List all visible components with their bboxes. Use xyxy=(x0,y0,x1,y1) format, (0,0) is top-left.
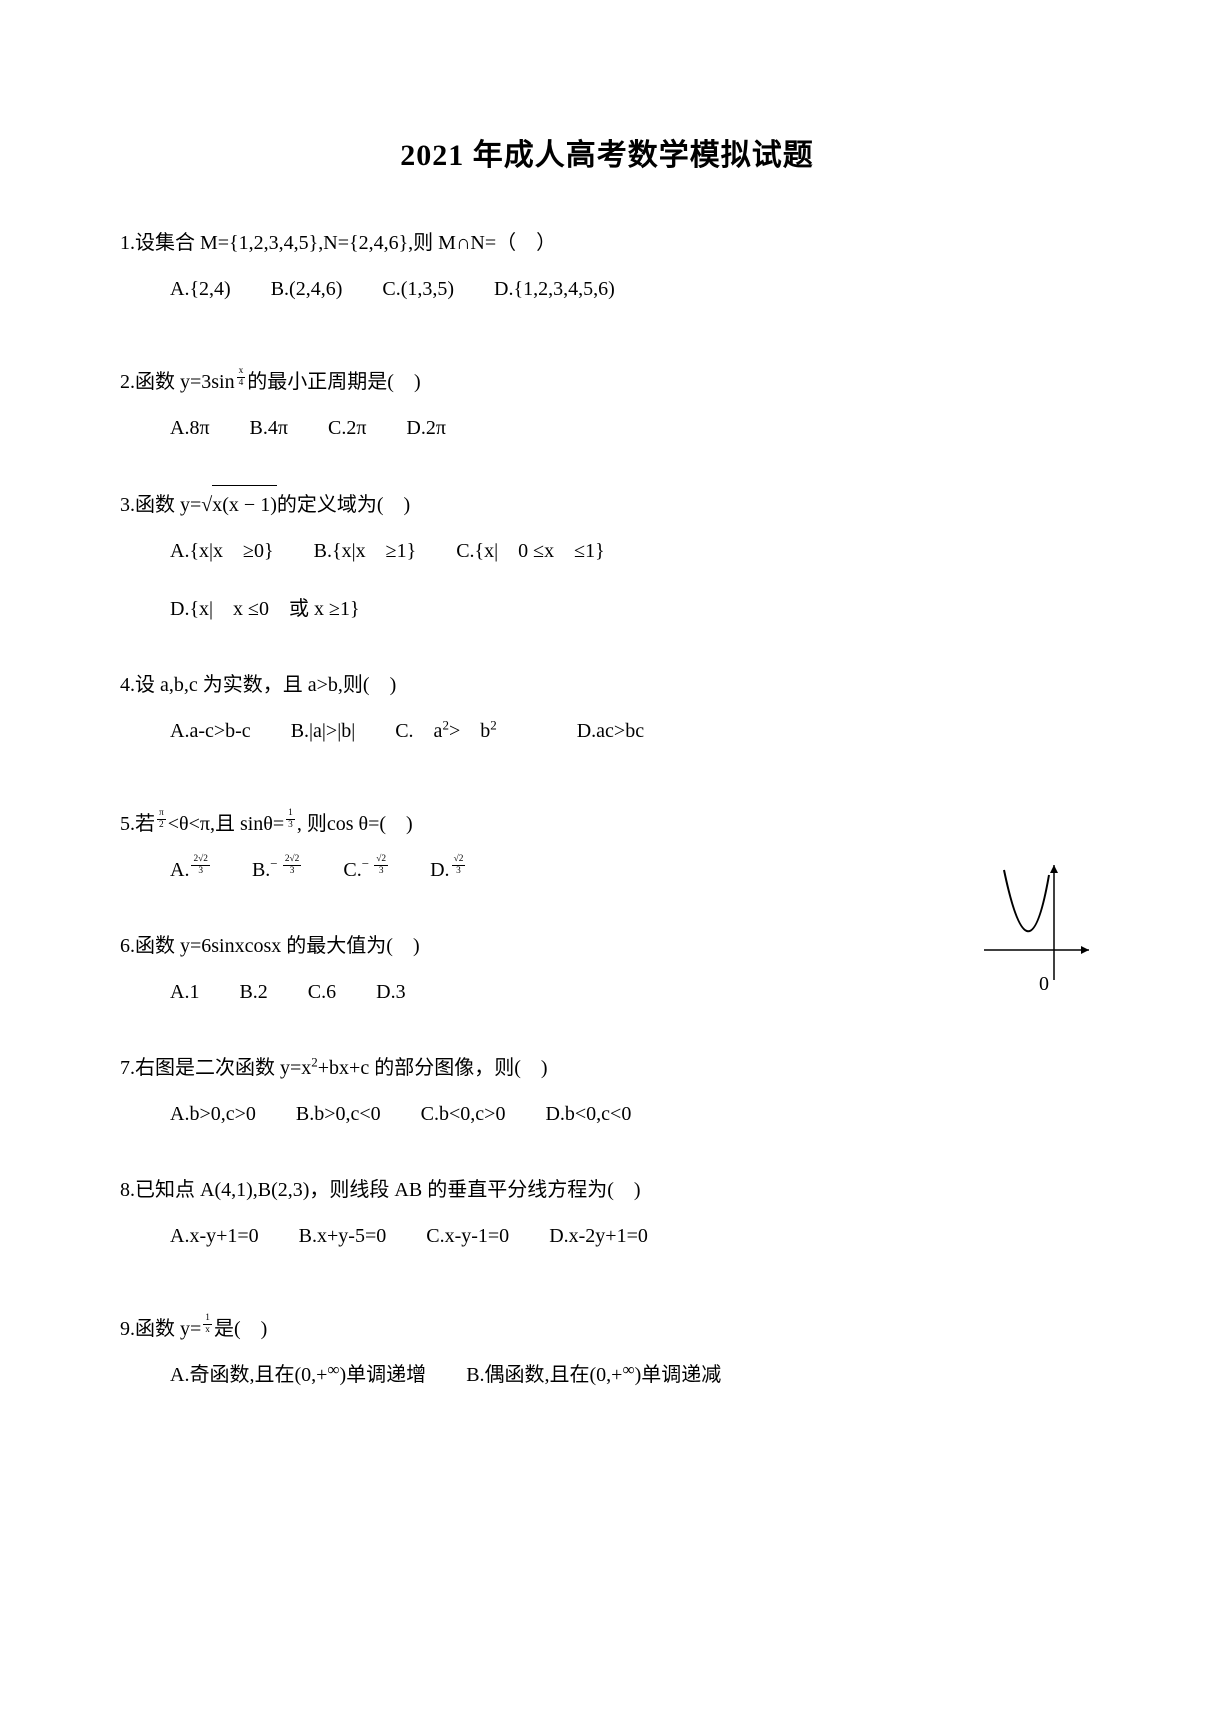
q2-frac-n: x xyxy=(237,367,246,378)
q4-options: A.a-c>b-c B.|a|>|b| C. a2> b2 D.ac>bc xyxy=(120,712,1094,750)
q4-opt-b: B.|a|>|b| xyxy=(291,712,356,750)
q7-stem: 7.右图是二次函数 y=x2+bx+c 的部分图像，则( ) xyxy=(120,1049,1094,1087)
q2-opt-d: D.2π xyxy=(406,409,446,447)
q5-opt-b: B.− 2√23 xyxy=(252,851,303,889)
q5-opt-a: A.2√23 xyxy=(170,851,212,889)
q7-opt-b: B.b>0,c<0 xyxy=(296,1095,381,1133)
q5-options: A.2√23 B.− 2√23 C.− √23 D.√23 xyxy=(120,851,1094,889)
q7-options: A.b>0,c>0 B.b>0,c<0 C.b<0,c>0 D.b<0,c<0 xyxy=(120,1095,1094,1133)
q4-stem: 4.设 a,b,c 为实数，且 a>b,则( ) xyxy=(120,666,1094,704)
question-6: 6.函数 y=6sinxcosx 的最大值为( ) A.1 B.2 C.6 D.… xyxy=(120,927,1094,1011)
q8-opt-b: B.x+y-5=0 xyxy=(299,1217,387,1255)
parabola-graph xyxy=(984,860,1094,980)
q5-pre: 5.若 xyxy=(120,813,155,835)
question-4: 4.设 a,b,c 为实数，且 a>b,则( ) A.a-c>b-c B.|a|… xyxy=(120,666,1094,750)
q3-opt-d: D.{x| x ≤0 或 x ≥1} xyxy=(170,590,360,628)
q9-post: 是( ) xyxy=(214,1318,267,1340)
q5-opt-d: D.√23 xyxy=(430,851,467,889)
q3-stem-pre: 3.函数 y= xyxy=(120,494,201,516)
q7-opt-a: A.b>0,c>0 xyxy=(170,1095,256,1133)
exam-page: 2021 年成人高考数学模拟试题 1.设集合 M={1,2,3,4,5},N={… xyxy=(0,0,1214,1719)
q4-opt-d: D.ac>bc xyxy=(577,712,644,750)
q9-stem: 9.函数 y=1x是( ) xyxy=(120,1310,1094,1348)
q1-stem: 1.设集合 M={1,2,3,4,5},N={2,4,6},则 M∩N=（ ） xyxy=(120,224,1094,262)
question-3: 3.函数 y= x(x − 1)的定义域为( ) A.{x|x ≥0} B.{x|… xyxy=(120,485,1094,628)
q8-options: A.x-y+1=0 B.x+y-5=0 C.x-y-1=0 D.x-2y+1=0 xyxy=(120,1217,1094,1255)
q7-pre: 7.右图是二次函数 y= xyxy=(120,1057,301,1079)
q6-opt-d: D.3 xyxy=(376,973,405,1011)
q7-opt-d: D.b<0,c<0 xyxy=(545,1095,631,1133)
page-title: 2021 年成人高考数学模拟试题 xyxy=(120,130,1094,174)
q5-mid2: , 则cos θ=( ) xyxy=(297,813,413,835)
q3-opt-b: B.{x|x ≥1} xyxy=(314,532,417,570)
q2-opt-a: A.8π xyxy=(170,409,210,447)
q3-opt-a: A.{x|x ≥0} xyxy=(170,532,274,570)
q4-opt-a: A.a-c>b-c xyxy=(170,712,251,750)
q8-opt-a: A.x-y+1=0 xyxy=(170,1217,259,1255)
q6-stem: 6.函数 y=6sinxcosx 的最大值为( ) xyxy=(120,927,1094,965)
q1-options: A.{2,4) B.(2,4,6) C.(1,3,5) D.{1,2,3,4,5… xyxy=(120,270,1094,308)
graph-origin-label: 0 xyxy=(1039,973,1049,996)
q2-frac-d: 4 xyxy=(237,378,246,388)
question-5: 5.若π2<θ<π,且 sinθ=13, 则cos θ=( ) A.2√23 B… xyxy=(120,805,1094,889)
q9-options: A.奇函数,且在(0,+∞)单调递增 B.偶函数,且在(0,+∞)单调递减 xyxy=(120,1356,1094,1394)
q3-options-1: A.{x|x ≥0} B.{x|x ≥1} C.{x| 0 ≤x ≤1} xyxy=(120,532,1094,570)
q6-opt-a: A.1 xyxy=(170,973,199,1011)
q8-opt-d: D.x-2y+1=0 xyxy=(549,1217,648,1255)
question-8: 8.已知点 A(4,1),B(2,3)，则线段 AB 的垂直平分线方程为( ) … xyxy=(120,1171,1094,1255)
q5-stem: 5.若π2<θ<π,且 sinθ=13, 则cos θ=( ) xyxy=(120,805,1094,843)
q6-opt-b: B.2 xyxy=(239,973,267,1011)
q8-stem: 8.已知点 A(4,1),B(2,3)，则线段 AB 的垂直平分线方程为( ) xyxy=(120,1171,1094,1209)
q1-opt-d: D.{1,2,3,4,5,6) xyxy=(494,270,615,308)
q6-opt-c: C.6 xyxy=(308,973,336,1011)
q1-opt-a: A.{2,4) xyxy=(170,270,231,308)
q7-opt-c: C.b<0,c>0 xyxy=(421,1095,506,1133)
q3-stem: 3.函数 y= x(x − 1)的定义域为( ) xyxy=(120,485,1094,524)
q8-opt-c: C.x-y-1=0 xyxy=(426,1217,509,1255)
q2-opt-c: C.2π xyxy=(328,409,366,447)
question-9: 9.函数 y=1x是( ) A.奇函数,且在(0,+∞)单调递增 B.偶函数,且… xyxy=(120,1310,1094,1394)
q2-stem-post: 的最小正周期是( ) xyxy=(247,371,420,393)
question-2: 2.函数 y=3sinx4的最小正周期是( ) A.8π B.4π C.2π D… xyxy=(120,363,1094,447)
q9-opt-a: A.奇函数,且在(0,+∞)单调递增 xyxy=(170,1356,426,1394)
q1-opt-b: B.(2,4,6) xyxy=(271,270,343,308)
q2-options: A.8π B.4π C.2π D.2π xyxy=(120,409,1094,447)
q3-options-2: D.{x| x ≤0 或 x ≥1} xyxy=(120,590,1094,628)
q3-opt-c: C.{x| 0 ≤x ≤1} xyxy=(456,532,605,570)
q5-opt-c: C.− √23 xyxy=(343,851,390,889)
q3-radicand: x(x − 1) xyxy=(212,485,277,524)
q6-options: A.1 B.2 C.6 D.3 xyxy=(120,973,1094,1011)
q2-opt-b: B.4π xyxy=(250,409,288,447)
q5-mid1: <θ<π,且 sinθ= xyxy=(168,813,284,835)
q2-stem-pre: 2.函数 y=3sin xyxy=(120,371,235,393)
question-7: 7.右图是二次函数 y=x2+bx+c 的部分图像，则( ) A.b>0,c>0… xyxy=(120,1049,1094,1133)
q3-stem-post: 的定义域为( ) xyxy=(277,494,410,516)
q4-opt-c: C. a2> b2 xyxy=(395,712,497,750)
question-1: 1.设集合 M={1,2,3,4,5},N={2,4,6},则 M∩N=（ ） … xyxy=(120,224,1094,308)
q9-pre: 9.函数 y= xyxy=(120,1318,201,1340)
q1-opt-c: C.(1,3,5) xyxy=(382,270,454,308)
q2-stem: 2.函数 y=3sinx4的最小正周期是( ) xyxy=(120,363,1094,401)
q9-opt-b: B.偶函数,且在(0,+∞)单调递减 xyxy=(466,1356,721,1394)
q7-post: +bx+c 的部分图像，则( ) xyxy=(318,1057,548,1079)
